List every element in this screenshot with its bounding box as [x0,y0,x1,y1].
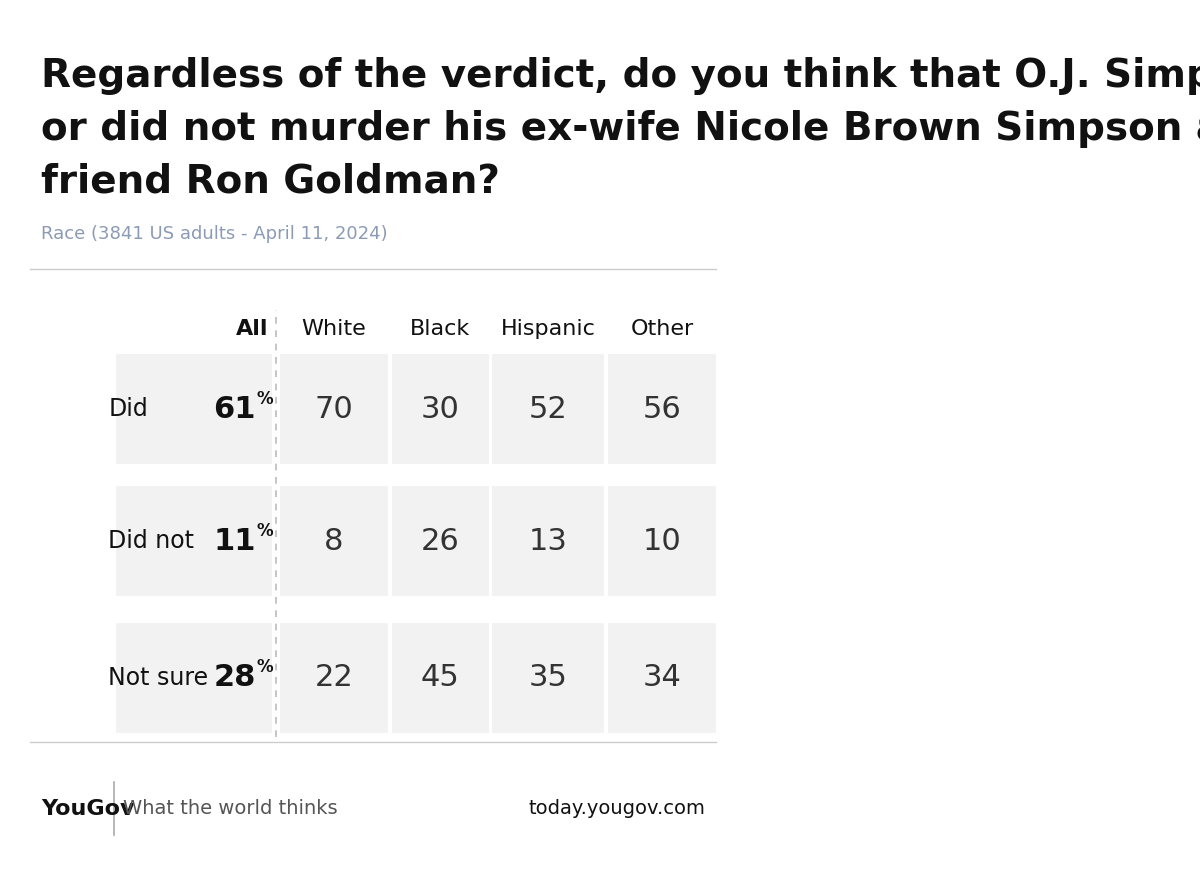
Text: %: % [257,389,274,408]
FancyBboxPatch shape [391,354,488,464]
FancyBboxPatch shape [492,486,605,596]
Text: 34: 34 [643,663,682,692]
Text: Not sure: Not sure [108,666,209,690]
Text: Did: Did [108,397,148,421]
FancyBboxPatch shape [608,354,716,464]
Text: All: All [236,319,269,339]
FancyBboxPatch shape [391,486,488,596]
Text: 70: 70 [314,395,353,424]
Text: Other: Other [630,319,694,339]
Text: What the world thinks: What the world thinks [124,799,337,818]
Text: Race (3841 US adults - April 11, 2024): Race (3841 US adults - April 11, 2024) [41,225,388,242]
FancyBboxPatch shape [280,623,388,733]
FancyBboxPatch shape [492,623,605,733]
Text: Hispanic: Hispanic [500,319,596,339]
Text: or did not murder his ex-wife Nicole Brown Simpson and her: or did not murder his ex-wife Nicole Bro… [41,110,1200,148]
Text: YouGov: YouGov [41,799,134,818]
FancyBboxPatch shape [115,354,272,464]
FancyBboxPatch shape [115,486,272,596]
Text: 11: 11 [214,527,256,556]
Text: 45: 45 [421,663,460,692]
Text: 52: 52 [529,395,568,424]
FancyBboxPatch shape [608,623,716,733]
FancyBboxPatch shape [608,486,716,596]
Text: 35: 35 [529,663,568,692]
Text: Black: Black [410,319,470,339]
Text: White: White [301,319,366,339]
Text: 61: 61 [214,395,256,424]
Text: today.yougov.com: today.yougov.com [528,799,706,818]
FancyBboxPatch shape [115,623,272,733]
Text: 56: 56 [643,395,682,424]
Text: 26: 26 [421,527,460,556]
FancyBboxPatch shape [391,623,488,733]
Text: Regardless of the verdict, do you think that O.J. Simpson did: Regardless of the verdict, do you think … [41,57,1200,95]
Text: %: % [257,658,274,677]
FancyBboxPatch shape [280,486,388,596]
FancyBboxPatch shape [280,354,388,464]
Text: 30: 30 [421,395,460,424]
Text: 10: 10 [643,527,682,556]
Text: 28: 28 [214,663,256,692]
Text: 8: 8 [324,527,343,556]
FancyBboxPatch shape [492,354,605,464]
Text: %: % [257,522,274,540]
Text: friend Ron Goldman?: friend Ron Goldman? [41,163,500,201]
Text: Did not: Did not [108,529,194,553]
Text: 22: 22 [314,663,353,692]
Text: 13: 13 [529,527,568,556]
